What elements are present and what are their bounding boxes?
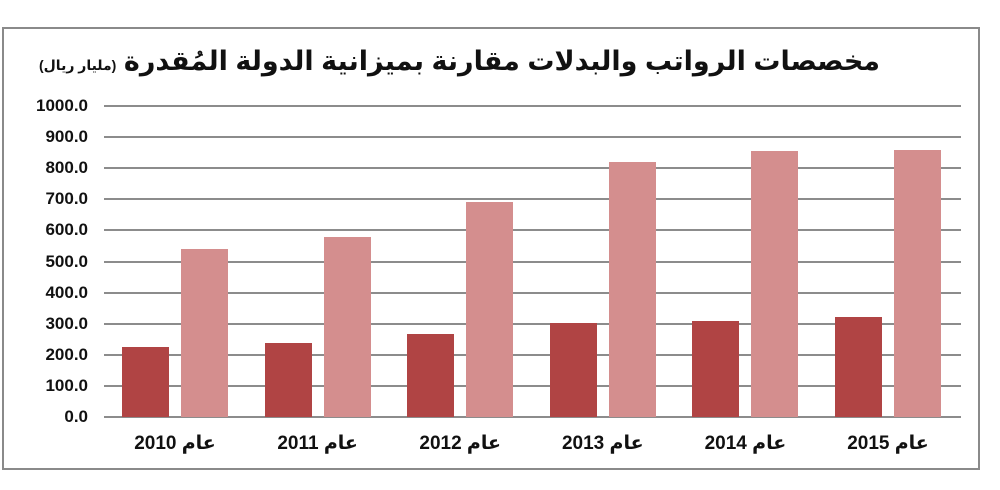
gridline — [104, 105, 961, 107]
chart-title-main: مخصصات الرواتب والبدلات مقارنة بميزانية … — [123, 46, 880, 76]
bar-budget — [608, 161, 656, 417]
bar-budget — [323, 236, 371, 417]
y-tick-label: 900.0 — [45, 127, 88, 147]
bar-salaries — [835, 316, 882, 417]
gridline — [104, 291, 961, 294]
bar-budget — [466, 202, 514, 417]
y-tick-label: 800.0 — [45, 158, 88, 178]
bar-budget — [894, 149, 941, 417]
bar-salaries — [407, 333, 455, 417]
y-tick-label: 700.0 — [45, 189, 88, 209]
y-tick-label: 0.0 — [64, 407, 88, 426]
bar-budget — [751, 151, 799, 417]
y-tick-label: 600.0 — [45, 220, 88, 240]
y-tick-label: 100.0 — [45, 375, 88, 395]
y-tick-label: 300.0 — [45, 313, 88, 333]
bar-salaries — [264, 342, 312, 417]
chart-title-unit: (مليار ريال) — [39, 57, 117, 73]
y-tick-label: 200.0 — [45, 344, 88, 364]
gridline — [104, 416, 961, 418]
gridline — [104, 260, 961, 263]
x-category-label: عام 2011 — [277, 433, 358, 454]
chart-title: مخصصات الرواتب والبدلات مقارنة بميزانية … — [39, 46, 880, 77]
bar-budget — [181, 249, 228, 417]
x-category-label: عام 2013 — [561, 433, 644, 454]
x-category-label: عام 2012 — [419, 433, 501, 454]
y-tick-label: 400.0 — [45, 282, 88, 302]
gridline — [104, 229, 961, 232]
x-category-label: عام 2015 — [847, 433, 929, 454]
bar-salaries — [122, 346, 169, 417]
gridline — [104, 198, 961, 201]
gridline — [104, 322, 961, 325]
y-tick-label: 500.0 — [45, 251, 88, 271]
gridline — [104, 167, 961, 170]
bar-salaries — [549, 322, 597, 417]
bar-salaries — [692, 320, 740, 417]
gridline — [104, 384, 961, 387]
gridline — [104, 353, 961, 356]
y-tick-label: 1000.0 — [36, 96, 88, 115]
x-category-label: عام 2014 — [704, 433, 787, 454]
gridline — [104, 136, 961, 139]
x-category-label: عام 2010 — [134, 433, 216, 454]
